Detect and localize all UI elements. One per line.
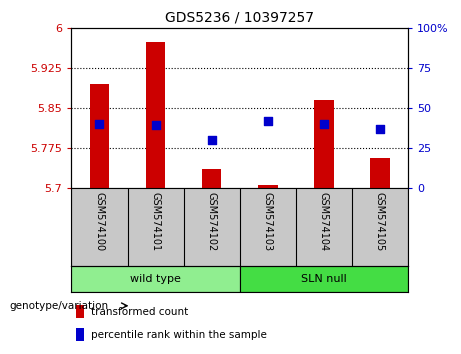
Text: percentile rank within the sample: percentile rank within the sample xyxy=(91,330,267,339)
Text: GSM574104: GSM574104 xyxy=(319,192,329,251)
Text: GSM574105: GSM574105 xyxy=(375,192,385,251)
Bar xyxy=(258,185,278,188)
Text: genotype/variation: genotype/variation xyxy=(9,301,108,311)
Point xyxy=(208,137,215,143)
Bar xyxy=(90,84,109,188)
Text: GSM574101: GSM574101 xyxy=(151,192,160,251)
Text: GSM574102: GSM574102 xyxy=(207,192,217,251)
Text: SLN null: SLN null xyxy=(301,274,347,284)
Text: transformed count: transformed count xyxy=(91,307,189,316)
Text: GSM574103: GSM574103 xyxy=(263,192,273,251)
Bar xyxy=(202,169,221,188)
Bar xyxy=(76,305,84,318)
Bar xyxy=(146,42,165,188)
Point xyxy=(264,118,272,124)
Point xyxy=(152,122,160,128)
Text: wild type: wild type xyxy=(130,274,181,284)
Bar xyxy=(240,266,408,292)
Point xyxy=(96,121,103,127)
Point xyxy=(376,126,384,132)
Title: GDS5236 / 10397257: GDS5236 / 10397257 xyxy=(165,10,314,24)
Bar xyxy=(76,328,84,341)
Bar xyxy=(314,100,334,188)
Point xyxy=(320,121,327,127)
Text: GSM574100: GSM574100 xyxy=(95,192,105,251)
Bar xyxy=(71,266,240,292)
Bar xyxy=(370,159,390,188)
